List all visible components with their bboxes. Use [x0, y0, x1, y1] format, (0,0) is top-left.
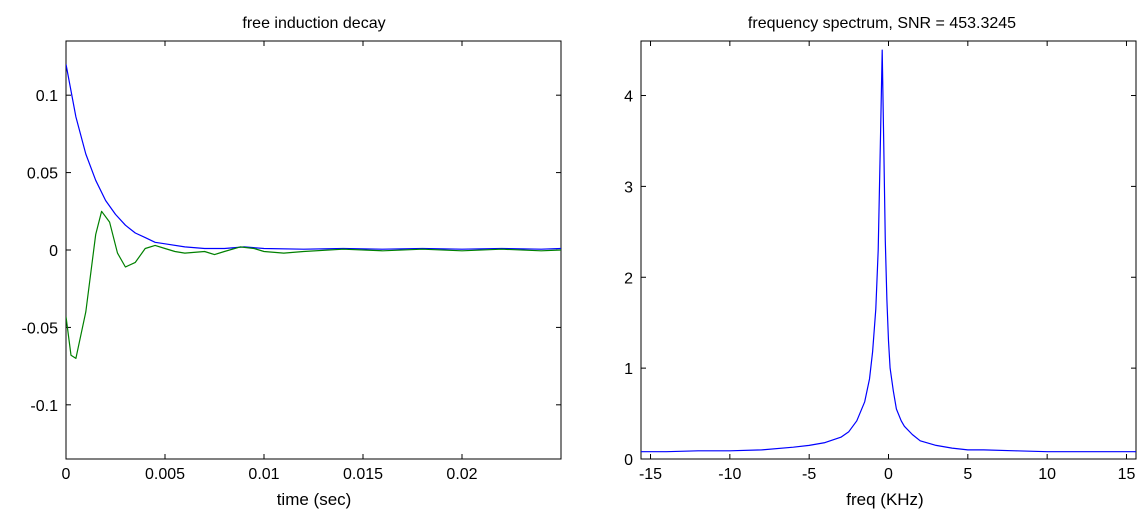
spectrum-chart: frequency spectrum, SNR = 453.3245 -15 -1…: [624, 15, 1137, 509]
spectrum-y-tick-label: 0: [624, 452, 633, 469]
fid-y-tick-label: 0.1: [36, 88, 58, 105]
fid-chart: free induction decay 0 0.005 0.01 0.015 0.02…: [22, 15, 562, 509]
fid-y-tick-label: -0.1: [30, 398, 58, 415]
fid-series-line-0: [66, 64, 561, 250]
spectrum-chart-marks: -15 -10 -5 0 5 10 15 0 1 2 3 4: [624, 41, 1136, 483]
fid-x-tick-label: 0.02: [446, 466, 477, 483]
spectrum-chart-title: frequency spectrum, SNR = 453.3245: [748, 15, 1016, 32]
spectrum-x-tick-label: 5: [963, 466, 972, 483]
fid-x-axis-label: time (sec): [277, 490, 352, 509]
fid-series-line-1: [66, 210, 561, 359]
spectrum-y-tick-label: 3: [624, 179, 633, 196]
fid-y-tick-label: -0.05: [22, 320, 59, 337]
fid-y-tick-label: 0: [49, 243, 58, 260]
fid-chart-marks: 0 0.005 0.01 0.015 0.02 0.1 0.05 0 -0.05 -0.1: [22, 41, 561, 483]
fid-chart-title: free induction decay: [242, 15, 385, 32]
spectrum-y-tick-label: 4: [624, 89, 633, 106]
spectrum-x-tick-label: -10: [718, 466, 741, 483]
fid-x-tick-label: 0.01: [248, 466, 279, 483]
spectrum-x-tick-label: 15: [1118, 466, 1136, 483]
fid-x-tick-label: 0.015: [343, 466, 383, 483]
spectrum-x-tick-label: 10: [1038, 466, 1056, 483]
spectrum-x-axis-label: freq (KHz): [846, 490, 923, 509]
spectrum-x-tick-label: -5: [802, 466, 816, 483]
spectrum-y-tick-label: 2: [624, 270, 633, 287]
spectrum-x-tick-label: 0: [884, 466, 893, 483]
fid-x-tick-label: 0: [62, 466, 71, 483]
fid-y-tick-label: 0.05: [27, 166, 58, 183]
spectrum-plot-frame: [640, 40, 1137, 460]
spectrum-y-tick-label: 1: [624, 361, 633, 378]
fid-x-tick-label: 0.005: [145, 466, 185, 483]
spectrum-series-line-0: [641, 49, 1136, 453]
spectrum-x-tick-label: -15: [639, 466, 662, 483]
